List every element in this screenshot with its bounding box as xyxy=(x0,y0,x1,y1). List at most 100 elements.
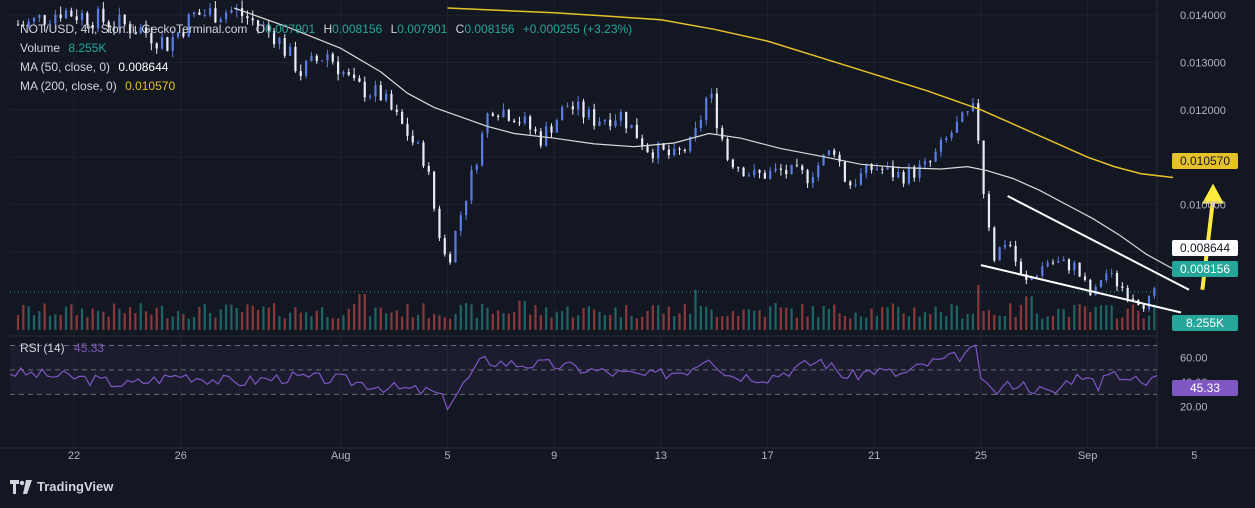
volume-bar-129 xyxy=(705,306,708,330)
candle-body-54 xyxy=(304,61,308,77)
volume-bar-182 xyxy=(987,310,991,330)
volume-bar-4 xyxy=(38,311,41,330)
candle-body-44 xyxy=(251,18,254,21)
volume-bar-143 xyxy=(779,307,782,330)
volume-bar-64 xyxy=(358,294,361,330)
candle-body-95 xyxy=(523,116,526,123)
candle-body-151 xyxy=(822,154,825,166)
wedge-upper-trendline[interactable] xyxy=(1007,195,1190,291)
volume-bar-63 xyxy=(353,303,356,330)
volume-bar-190 xyxy=(1030,296,1033,330)
candle-body-201 xyxy=(1089,279,1092,296)
candle-body-140 xyxy=(763,172,766,179)
volume-bar-47 xyxy=(267,307,270,330)
volume-bar-193 xyxy=(1046,316,1049,330)
volume-bar-6 xyxy=(48,315,52,330)
candle-body-16 xyxy=(102,8,105,22)
volume-bar-109 xyxy=(598,311,601,330)
tradingview-logo[interactable]: TradingView xyxy=(10,479,113,494)
legend-ma50[interactable]: MA (50, close, 0) 0.008644 xyxy=(20,58,632,77)
candle-body-138 xyxy=(753,170,756,176)
candle-body-34 xyxy=(198,12,201,15)
candle-body-156 xyxy=(849,181,852,186)
candle-body-45 xyxy=(256,20,260,26)
candle-body-43 xyxy=(246,16,249,19)
volume-bar-0 xyxy=(16,314,20,330)
volume-bar-46 xyxy=(262,306,265,330)
volume-bar-21 xyxy=(128,307,132,330)
ma200-line[interactable] xyxy=(447,7,1174,179)
volume-bar-183 xyxy=(993,314,996,330)
candle-body-88 xyxy=(486,113,489,134)
volume-bar-115 xyxy=(630,315,633,330)
candle-body-87 xyxy=(481,133,484,166)
volume-bar-61 xyxy=(342,315,345,330)
volume-bar-196 xyxy=(1062,309,1065,330)
candle-body-97 xyxy=(534,129,537,132)
candle-body-152 xyxy=(827,150,831,155)
candle-body-107 xyxy=(587,109,590,118)
volume-bar-32 xyxy=(187,318,190,330)
rsi-legend[interactable]: RSI (14) 45.33 xyxy=(20,341,104,355)
volume-bar-91 xyxy=(502,313,505,330)
volume-bar-83 xyxy=(459,304,462,330)
candle-body-132 xyxy=(721,128,724,139)
breakout-arrow-head[interactable] xyxy=(1202,183,1225,204)
volume-bar-103 xyxy=(566,306,569,330)
wedge-lower-trendline[interactable] xyxy=(980,264,1182,314)
candle-body-37 xyxy=(214,8,217,23)
volume-bar-48 xyxy=(272,303,276,330)
legend-ma200[interactable]: MA (200, close, 0) 0.010570 xyxy=(20,77,632,96)
candle-body-11 xyxy=(75,16,78,21)
change-value: +0.000255 (+3.23%) xyxy=(522,22,633,36)
candle-body-64 xyxy=(358,78,361,82)
candle-body-22 xyxy=(134,33,137,35)
candle-body-155 xyxy=(843,161,847,182)
candle-body-134 xyxy=(731,159,734,168)
rsi-tick-label-0: 60.00 xyxy=(1180,353,1208,365)
time-tick-label-2: Aug xyxy=(331,450,351,462)
volume-bar-148 xyxy=(806,316,809,330)
candle-body-162 xyxy=(881,168,884,170)
candle-body-118 xyxy=(646,146,649,153)
symbol-label[interactable]: NOT/USD, 4h, Ston.fi, GeckoTerminal.com xyxy=(20,22,248,36)
volume-bar-43 xyxy=(246,304,249,330)
volume-bar-163 xyxy=(886,307,889,330)
legend-volume[interactable]: Volume 8.255K xyxy=(20,39,632,58)
candle-body-80 xyxy=(443,238,446,255)
candle-body-83 xyxy=(459,215,462,232)
volume-bar-111 xyxy=(609,314,612,330)
candle-body-65 xyxy=(363,81,366,98)
volume-bar-134 xyxy=(731,311,734,330)
time-tick-label-9: Sep xyxy=(1078,450,1098,462)
candle-body-196 xyxy=(1062,259,1065,262)
candlesticks xyxy=(16,0,1156,312)
candle-body-157 xyxy=(854,184,857,186)
volume-bar-94 xyxy=(518,300,521,330)
volume-bar-39 xyxy=(224,304,228,330)
volume-bar-59 xyxy=(331,318,334,330)
candle-body-62 xyxy=(347,72,350,75)
candle-body-93 xyxy=(513,120,516,123)
volume-bar-211 xyxy=(1142,318,1145,330)
volume-bar-54 xyxy=(304,312,308,330)
candle-body-135 xyxy=(737,167,740,169)
candle-body-185 xyxy=(1003,244,1007,248)
volume-value: 8.255K xyxy=(68,41,107,55)
brand-name: TradingView xyxy=(37,479,114,494)
low-value: 0.007901 xyxy=(397,22,448,36)
candle-body-150 xyxy=(817,165,820,178)
candle-body-205 xyxy=(1110,273,1113,275)
candle-body-70 xyxy=(390,93,393,110)
candle-body-149 xyxy=(811,177,814,184)
candle-body-61 xyxy=(342,72,345,75)
candle-body-15 xyxy=(96,8,100,29)
candle-body-189 xyxy=(1025,274,1028,280)
candle-body-122 xyxy=(667,149,670,156)
ma50-line[interactable] xyxy=(233,7,1174,270)
rsi-line[interactable] xyxy=(9,344,1158,412)
candle-body-26 xyxy=(155,43,158,49)
candle-body-121 xyxy=(662,143,665,150)
candle-body-21 xyxy=(128,24,132,34)
